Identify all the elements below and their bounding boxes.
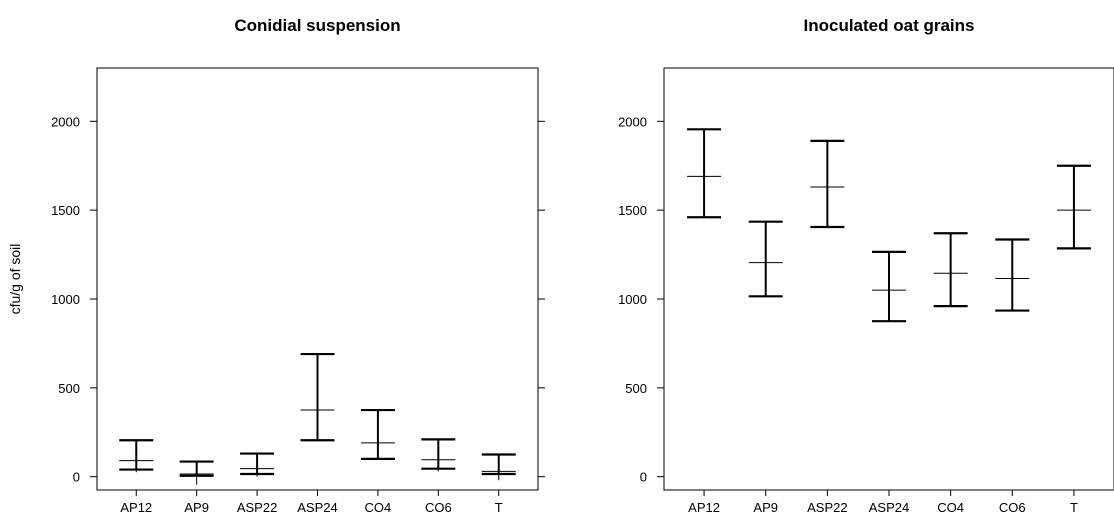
x-tick-label: CO6	[425, 500, 452, 514]
error-bar-t	[481, 453, 516, 481]
error-bar-ap9	[179, 460, 214, 485]
y-tick-label: 1500	[618, 203, 647, 218]
y-tick-label: 1500	[51, 203, 80, 218]
x-tick-label: CO6	[999, 500, 1026, 514]
x-tick-label: ASP24	[869, 500, 909, 514]
error-bar-co6	[995, 238, 1030, 312]
error-bar-co4	[360, 408, 395, 461]
y-tick-label: 1000	[618, 292, 647, 307]
y-tick-label: 500	[58, 381, 80, 396]
error-bar-asp22	[240, 452, 275, 477]
error-bar-asp24	[872, 250, 906, 323]
error-bar-asp22	[810, 139, 845, 229]
x-tick-label: AP9	[753, 500, 778, 514]
chart-panel-1: Conidial suspension cfu/g of soil 0 500 1000…	[7, 16, 545, 514]
error-bar-ap12	[687, 128, 722, 219]
chart-title: Inoculated oat grains	[804, 16, 975, 35]
error-bar-ap9	[748, 220, 783, 298]
chart-panel-2: Inoculated oat grains 0 500 1000 1500 2000 AP1…	[618, 16, 1114, 514]
error-bar-t	[1056, 164, 1091, 250]
error-bar-co6	[421, 438, 456, 472]
x-tick-label: T	[1070, 500, 1078, 514]
y-tick-label: 1000	[51, 292, 80, 307]
error-bar-asp24	[300, 352, 335, 442]
x-tick-label: T	[495, 500, 503, 514]
x-tick-label: AP12	[120, 500, 152, 514]
y-tick-label: 2000	[51, 114, 80, 129]
y-tick-label: 2000	[618, 114, 647, 129]
y-tick-label: 500	[625, 381, 647, 396]
error-bar-co4	[933, 232, 968, 308]
x-tick-label: CO4	[937, 500, 964, 514]
x-tick-label: AP12	[688, 500, 720, 514]
x-tick-label: AP9	[184, 500, 209, 514]
y-tick-label: 0	[640, 470, 647, 485]
x-tick-label: ASP22	[237, 500, 277, 514]
chart-title: Conidial suspension	[234, 16, 400, 35]
x-tick-label: ASP22	[807, 500, 847, 514]
y-axis-label: cfu/g of soil	[7, 244, 23, 315]
error-bar-ap12	[119, 439, 154, 473]
x-tick-label: CO4	[365, 500, 392, 514]
x-tick-label: ASP24	[297, 500, 337, 514]
y-tick-label: 0	[73, 470, 80, 485]
